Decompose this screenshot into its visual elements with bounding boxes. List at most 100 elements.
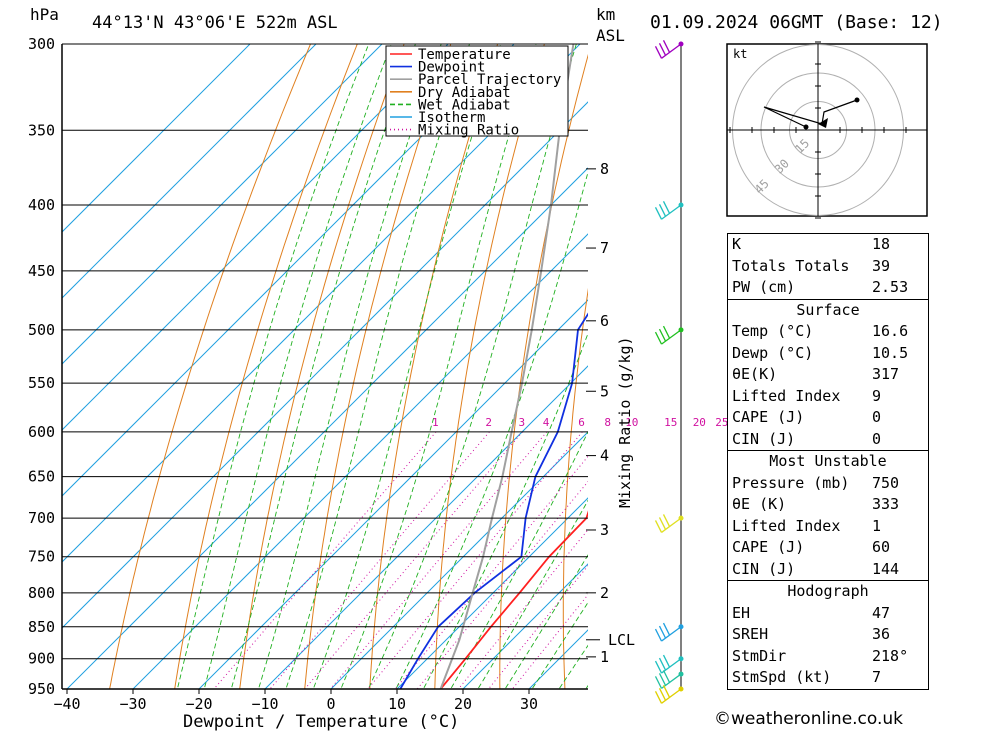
y-tick-label: 800 <box>28 584 55 602</box>
mixing-ratio-label: 2 <box>485 416 492 429</box>
k-value: 18 <box>872 235 891 253</box>
mixing-ratio-line <box>488 564 588 689</box>
series-lines <box>399 44 588 689</box>
sfc-li-label: Lifted Index <box>732 386 841 405</box>
hodo-point <box>803 124 809 130</box>
mixing-ratio-line <box>304 431 523 689</box>
mixing-ratio-label: 15 <box>664 416 677 429</box>
barb-flag <box>662 40 671 53</box>
mixing-ratio-axis-label: Mixing Ratio (g/kg) <box>616 336 634 508</box>
dry-adiabat-line <box>562 287 588 689</box>
x-tick-label: 30 <box>520 695 538 713</box>
legend-label: Isotherm <box>418 110 485 126</box>
y-tick-label: 500 <box>28 321 55 339</box>
mu-li-label: Lifted Index <box>732 516 841 535</box>
mixing-ratio-label: 1 <box>432 416 439 429</box>
barb-flag <box>654 660 663 674</box>
barb-flag <box>662 622 671 636</box>
x-tick-label: −30 <box>119 695 146 713</box>
wet-adiabat-line <box>258 44 442 689</box>
y-tick-label: 750 <box>28 548 55 566</box>
wet-adiabat-line <box>395 170 588 689</box>
km-tick-label: 5 <box>600 382 609 400</box>
km-tick-label: 7 <box>600 239 609 257</box>
dry-adiabat-line <box>304 44 452 689</box>
lcl-label: LCL <box>608 631 635 649</box>
sfc-dewp-label: Dewp (°C) <box>732 343 814 362</box>
tt-label: Totals Totals <box>732 256 850 275</box>
sfc-temp-label: Temp (°C) <box>732 322 814 340</box>
barb-flag <box>654 691 663 704</box>
barb-flag <box>658 43 667 56</box>
dry-adiabat-line <box>684 44 731 689</box>
stmdir-label: StmDir <box>732 646 787 665</box>
mu-li-value: 1 <box>872 516 882 535</box>
wet-adiabat-line <box>340 44 537 689</box>
barb-flag <box>654 628 663 642</box>
barb-shaft <box>661 626 682 642</box>
series-temperature <box>439 510 588 689</box>
x-tick-label: −20 <box>185 695 212 713</box>
legend-label: Dry Adiabat <box>418 85 511 101</box>
barb-flag <box>654 676 663 689</box>
wind-barb <box>654 40 682 59</box>
indices-table: K 18 Totals Totals 39 PW (cm) 2.53 Surface … <box>727 233 929 690</box>
isotherm-line <box>66 167 588 689</box>
legend-label: Temperature <box>418 47 511 63</box>
surface-title: Surface <box>796 300 860 319</box>
barb-shaft <box>661 658 682 674</box>
mu-cin-label: CIN (J) <box>732 559 796 578</box>
isotherm-line <box>62 44 251 233</box>
km-tick-label: 2 <box>600 584 609 602</box>
wind-barb <box>654 622 682 642</box>
legend-label: Mixing Ratio <box>418 123 519 139</box>
isotherm-line <box>62 101 588 629</box>
barb-flag <box>658 625 667 639</box>
y-tick-label: 950 <box>28 680 55 698</box>
pw-label: PW (cm) <box>732 278 796 296</box>
asl-label: ASL <box>596 26 625 45</box>
barb-flag <box>654 520 663 533</box>
sfc-theta-label: θE(K) <box>732 365 778 383</box>
y-tick-label: 450 <box>28 262 55 280</box>
wind-barb <box>654 670 682 689</box>
eh-label: EH <box>732 603 751 622</box>
wet-adiabat-line <box>176 44 370 689</box>
datetime-title: 01.09.2024 06GMT (Base: 12) <box>650 12 943 33</box>
mu-pressure-label: Pressure (mb) <box>732 473 850 492</box>
barb-flag <box>658 673 667 686</box>
footer-credit[interactable]: ©weatheronline.co.uk <box>714 709 904 729</box>
barb-flag <box>658 517 667 530</box>
km-tick-label: 1 <box>600 648 609 666</box>
axes: 1 2 3 4 6 8 10 15 20 2530035040045050055060065070… <box>28 35 729 713</box>
y-tick-label: 350 <box>28 121 55 139</box>
mu-theta-value: 333 <box>872 495 900 513</box>
sfc-theta-value: 317 <box>872 365 900 383</box>
isotherm-line <box>62 44 383 365</box>
mu-title: Most Unstable <box>769 452 887 470</box>
barb-flag <box>658 688 667 701</box>
barb-flag <box>654 46 663 59</box>
hodo-point <box>854 97 860 103</box>
barb-shaft <box>661 517 682 533</box>
k-label: K <box>732 235 742 253</box>
isotherm-line <box>62 44 581 563</box>
legend-label: Dewpoint <box>418 60 485 76</box>
mixing-ratio-label: 20 <box>693 416 706 429</box>
eh-value: 47 <box>872 603 891 622</box>
barb-flag <box>658 328 667 342</box>
mu-cape-label: CAPE (J) <box>732 538 805 556</box>
mixing-ratio-label: 25 <box>715 416 728 429</box>
barb-flag <box>654 331 663 345</box>
sfc-cape-label: CAPE (J) <box>732 408 805 426</box>
mixing-ratio-label: 3 <box>519 416 526 429</box>
barb-flag <box>662 670 671 683</box>
barb-shaft <box>661 204 682 220</box>
y-tick-label: 550 <box>28 374 55 392</box>
isotherm-line <box>396 497 588 689</box>
x-tick-label: 0 <box>326 695 335 713</box>
mixing-ratio-label: 10 <box>625 416 638 429</box>
